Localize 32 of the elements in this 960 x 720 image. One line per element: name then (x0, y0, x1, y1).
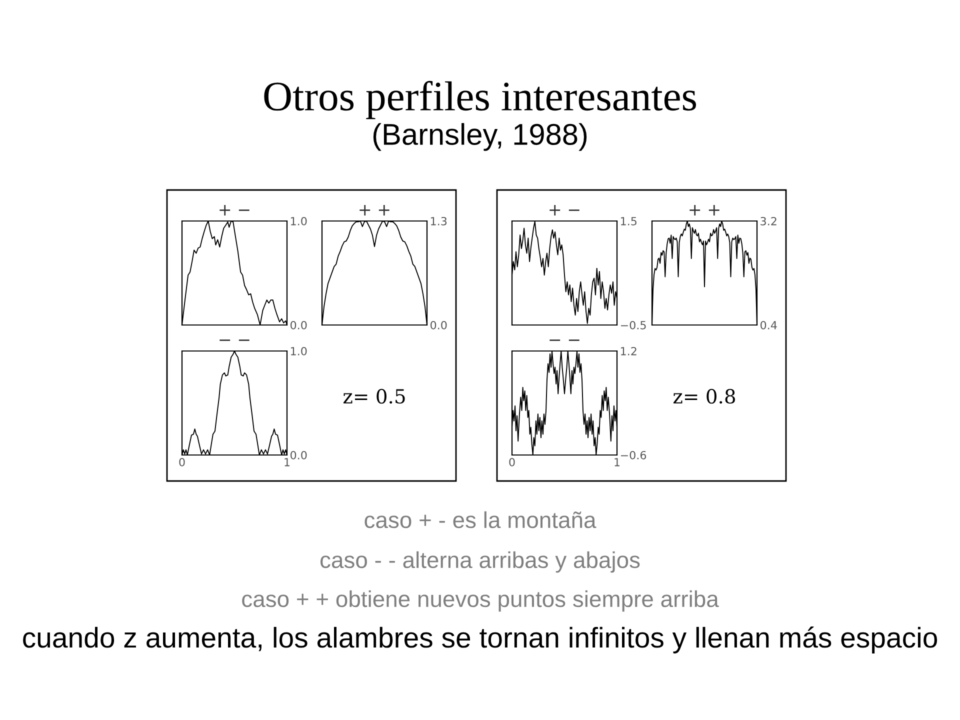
y-tick-label: 3.2 (760, 216, 776, 226)
y-tick-label: −0.6 (620, 450, 646, 460)
x-tick-label: 1 (284, 458, 290, 466)
text: Otros perfiles interesantes (264, 80, 696, 120)
x-tick-label: 0 (179, 458, 185, 466)
text: cuando z aumenta, los alambres se tornan infinitos y llenan más espacio (23, 626, 938, 654)
text: z= 0.5 (343, 388, 405, 404)
y-tick-label: 0.0 (290, 450, 307, 460)
y-tick-label: −0.5 (620, 320, 646, 330)
chart-title: + + (690, 204, 720, 216)
text: caso + + obtiene nuevos puntos siempre arriba (242, 590, 719, 612)
y-tick-label: 0.0 (430, 320, 447, 330)
chart-title: − − (220, 340, 250, 341)
chart-title: + − (220, 204, 250, 216)
chart-title: + + (360, 204, 390, 216)
line-series (512, 221, 617, 324)
chart-title: − − (550, 340, 580, 341)
line-series (512, 351, 617, 455)
text: (Barnsley, 1988) (373, 123, 587, 151)
y-tick-label: 1.5 (621, 217, 636, 226)
y-tick-label: 1.0 (291, 346, 307, 356)
text: caso - - alterna arribas y abajos (320, 551, 640, 573)
y-tick-label: 1.3 (431, 216, 447, 226)
chart-title: + − (550, 204, 580, 216)
x-tick-label: 1 (614, 458, 620, 466)
y-tick-label: 0.0 (290, 320, 307, 330)
y-tick-label: 0.4 (760, 320, 777, 330)
y-tick-label: 1.0 (291, 216, 307, 226)
text: z= 0.8 (673, 388, 736, 404)
x-tick-label: 0 (509, 458, 515, 466)
y-tick-label: 1.2 (621, 346, 636, 356)
text: caso + - es la montaña (364, 511, 596, 528)
